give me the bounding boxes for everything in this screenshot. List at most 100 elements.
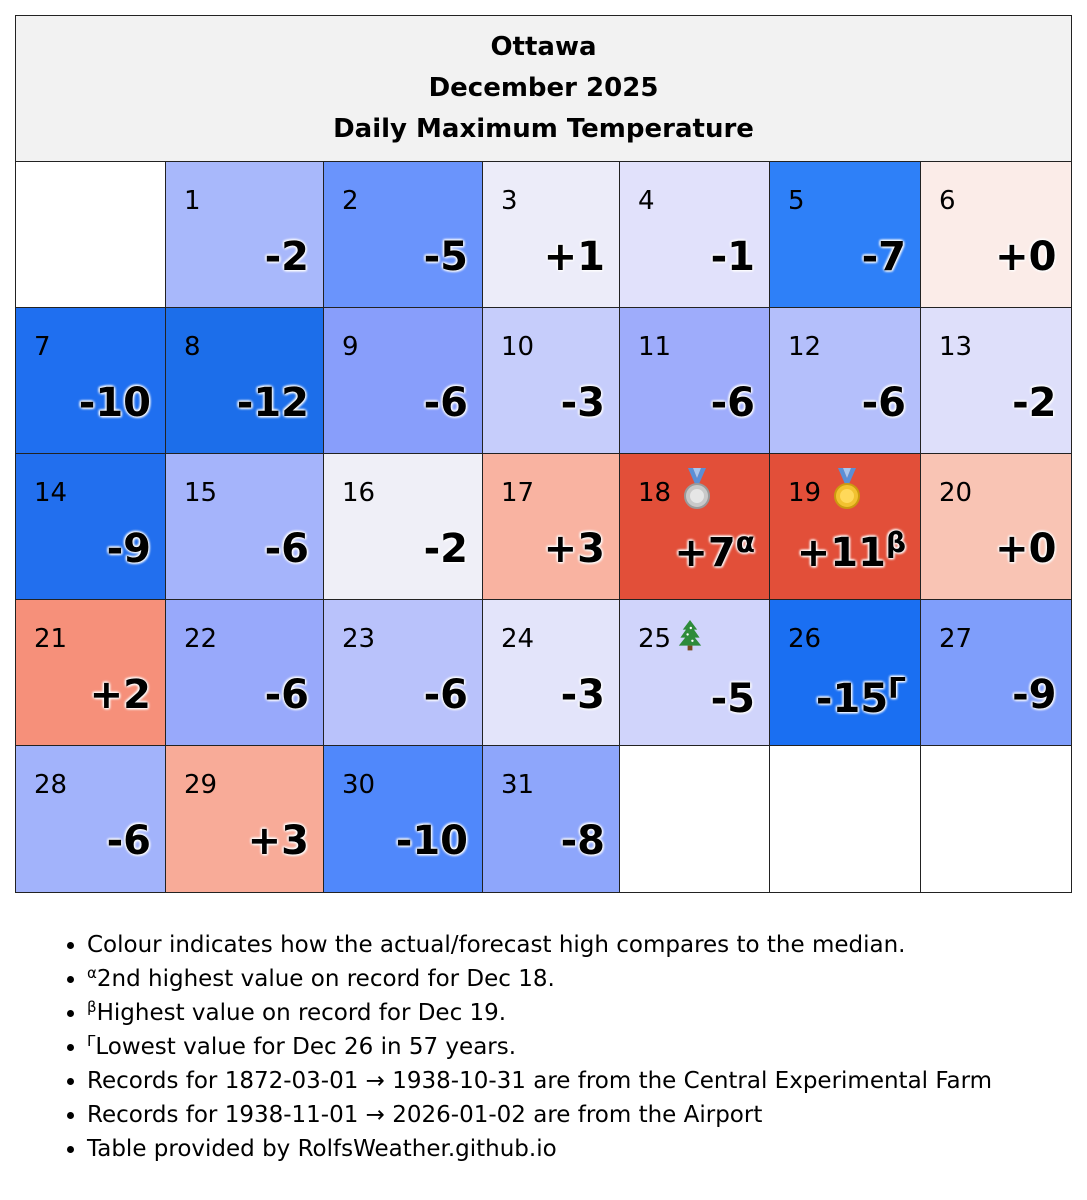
temperature-number: +3 [543,526,605,572]
day-number: 4 [638,186,655,216]
day-number: 6 [939,186,956,216]
day-number: 9 [342,332,359,362]
temperature-number: -6 [106,818,151,864]
day-cell: 6 +0 [921,162,1071,308]
temperature-value: +1 [544,234,605,280]
metric-title: Daily Maximum Temperature [333,114,754,144]
note-marker: β [87,998,97,1016]
day-number: 15 [184,478,218,508]
record-marker: α [735,526,755,559]
day-cell: 8 -12 [166,308,324,454]
day-number: 13 [939,332,973,362]
temperature-number: -2 [1012,380,1057,426]
temperature-number: -6 [710,380,755,426]
day-number: 20 [939,478,973,508]
day-cell: 27 -9 [921,600,1071,746]
temperature-value: -7 [862,234,906,280]
temperature-number: -8 [560,818,605,864]
temperature-number: -3 [560,380,605,426]
temperature-number: -6 [264,672,309,718]
silver-medal-icon [682,468,712,512]
temperature-number: -9 [106,526,151,572]
temperature-value: -5 [424,234,468,280]
day-cell: 5 -7 [770,162,921,308]
note-marker: Γ [87,1032,96,1050]
note-item: Records for 1872-03-01 → 1938-10-31 are … [87,1064,992,1098]
temperature-value: -1 [711,234,755,280]
note-text: Table provided by RolfsWeather.github.io [87,1136,557,1162]
day-number: 1 [184,186,201,216]
temperature-value: -2 [1012,380,1056,426]
temperature-value: +3 [544,526,605,572]
day-number: 5 [788,186,805,216]
temperature-number: -9 [1012,672,1057,718]
day-cell: 14 -9 [16,454,166,600]
temperature-number: +0 [995,234,1057,280]
day-cell: 15 -6 [166,454,324,600]
temperature-value: -6 [862,380,906,426]
temperature-value: -12 [237,380,309,426]
notes-list: Colour indicates how the actual/forecast… [55,928,992,1166]
day-number: 29 [184,770,218,800]
day-cell: 4 -1 [620,162,770,308]
month-title: December 2025 [428,73,659,103]
day-cell: 31 -8 [483,746,620,892]
day-cell: 18 +7α [620,454,770,600]
note-text: 2nd highest value on record for Dec 18. [96,966,555,992]
day-number: 28 [34,770,68,800]
day-number: 31 [501,770,535,800]
temperature-number: -1 [710,234,755,280]
temperature-number: +0 [995,526,1057,572]
temperature-number: -15 [815,676,889,722]
day-cell: 1 -2 [166,162,324,308]
day-cell: 16 -2 [324,454,483,600]
day-cell: 28 -6 [16,746,166,892]
note-text: Records for 1938-11-01 → 2026-01-02 are … [87,1102,763,1128]
day-cell: 29 +3 [166,746,324,892]
temperature-number: -6 [264,526,309,572]
temperature-value: +7α [674,526,755,576]
temperature-value: -6 [711,380,755,426]
temperature-number: +1 [543,234,605,280]
note-item: α2nd highest value on record for Dec 18. [87,962,992,996]
temperature-value: -9 [107,526,151,572]
day-cell: 12 -6 [770,308,921,454]
temperature-number: -5 [710,676,755,722]
temperature-value: -5 [711,676,755,722]
temperature-value: -10 [79,380,151,426]
temperature-value: -9 [1012,672,1056,718]
calendar-header: Ottawa December 2025 Daily Maximum Tempe… [16,16,1071,162]
temperature-number: -2 [423,526,468,572]
note-item: βHighest value on record for Dec 19. [87,996,992,1030]
temperature-value: +3 [248,818,309,864]
temperature-number: -10 [395,818,468,864]
day-number: 3 [501,186,518,216]
temperature-number: -2 [264,234,309,280]
day-number: 2 [342,186,359,216]
gold-medal-icon [832,468,862,512]
temperature-number: -10 [78,380,151,426]
temperature-number: -12 [236,380,309,426]
temperature-value: -2 [424,526,468,572]
temperature-value: -6 [107,818,151,864]
note-text: Colour indicates how the actual/forecast… [87,932,906,958]
day-number: 18 [638,478,672,508]
temperature-value: -6 [424,380,468,426]
day-cell: 13 -2 [921,308,1071,454]
day-number: 7 [34,332,51,362]
note-text: Records for 1872-03-01 → 1938-10-31 are … [87,1068,993,1094]
note-item: Records for 1938-11-01 → 2026-01-02 are … [87,1098,992,1132]
note-item: Colour indicates how the actual/forecast… [87,928,992,962]
day-number: 27 [939,624,973,654]
temperature-number: -3 [560,672,605,718]
empty-cell [921,746,1071,892]
temperature-number: +3 [247,818,309,864]
empty-cell [620,746,770,892]
temperature-number: -5 [423,234,468,280]
temperature-value: +2 [90,672,151,718]
day-number: 19 [788,478,822,508]
calendar-grid: 1 -2 2 -5 3 +1 4 -1 5 -7 6 +0 7 -10 8 -12 9 -6 10 -3 11 -6 12-… [16,162,1071,892]
temperature-number: -6 [423,380,468,426]
day-number: 14 [34,478,68,508]
day-cell: 30 -10 [324,746,483,892]
